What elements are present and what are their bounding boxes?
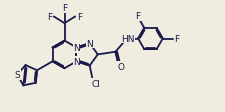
Text: S: S xyxy=(14,70,20,79)
Text: F: F xyxy=(62,4,67,13)
Text: Cl: Cl xyxy=(91,79,100,88)
Text: F: F xyxy=(174,35,179,44)
Text: N: N xyxy=(73,44,80,53)
Text: F: F xyxy=(47,13,52,22)
Text: N: N xyxy=(73,57,80,66)
Text: O: O xyxy=(118,62,125,71)
Text: F: F xyxy=(77,13,82,22)
Text: HN: HN xyxy=(121,34,134,43)
Text: F: F xyxy=(136,12,141,21)
Text: N: N xyxy=(86,39,93,48)
